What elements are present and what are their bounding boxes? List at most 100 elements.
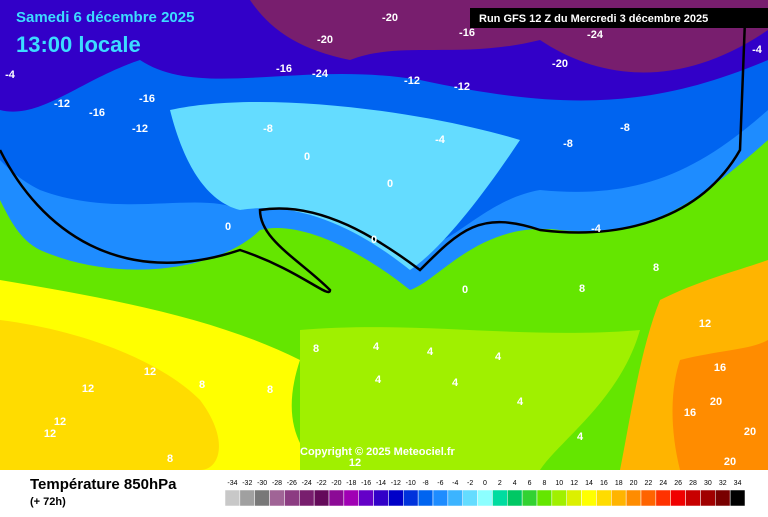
contour-label: 12 — [44, 428, 56, 440]
colorbar-swatch — [715, 489, 731, 507]
colorbar-swatch — [447, 489, 463, 507]
colorbar-tick-label: 32 — [719, 480, 727, 487]
colorbar-swatch — [729, 489, 746, 507]
contour-label: -16 — [276, 63, 292, 75]
colorbar-tick-label: 28 — [689, 480, 697, 487]
contour-label: 20 — [744, 426, 756, 438]
colorbar-tick-label: -16 — [361, 480, 371, 487]
colorbar-swatch — [611, 489, 627, 507]
colorbar-tick-label: 18 — [615, 480, 623, 487]
colorbar-swatch — [313, 489, 330, 507]
colorbar-swatch — [670, 489, 686, 507]
contour-label: 4 — [495, 351, 502, 363]
colorbar-tick-label: -2 — [467, 480, 473, 487]
contour-label: 16 — [714, 362, 726, 374]
contour-label: 4 — [373, 341, 380, 353]
footer-range: (+ 72h) — [30, 496, 66, 508]
colorbar-tick-label: 22 — [645, 480, 653, 487]
colorbar-swatch — [625, 489, 642, 507]
colorbar-tick-label: 4 — [513, 480, 517, 487]
contour-label: 8 — [199, 379, 205, 391]
colorbar-swatch — [596, 489, 612, 507]
colorbar-swatch — [685, 489, 701, 507]
colorbar-swatch — [239, 489, 255, 507]
contour-label: -20 — [382, 12, 398, 24]
colorbar-tick-label: -14 — [376, 480, 386, 487]
colorbar-swatch — [299, 489, 315, 507]
colorbar-tick-label: -24 — [302, 480, 312, 487]
colorbar-tick-label: -20 — [331, 480, 341, 487]
colorbar-swatch — [358, 489, 374, 507]
contour-label: -12 — [454, 81, 470, 93]
colorbar-swatch — [254, 489, 270, 507]
colorbar-swatch — [343, 489, 359, 507]
contour-label: -4 — [435, 134, 446, 146]
colorbar-tick-label: 10 — [555, 480, 563, 487]
colorbar-swatch — [700, 489, 716, 507]
colorbar-swatch — [432, 489, 449, 507]
contour-label: 0 — [371, 234, 377, 246]
colorbar-tick-label: 30 — [704, 480, 712, 487]
colorbar-swatch — [566, 489, 582, 507]
colorbar-swatch — [581, 489, 597, 507]
contour-label: 16 — [684, 407, 696, 419]
contour-labels: -20 -20 -16 -24 -20 -16 -24 -12 -12 -16 -12 -16 -12 -… — [5, 12, 763, 469]
colorbar-tick-label: -4 — [452, 480, 458, 487]
colorbar-swatch — [224, 489, 241, 507]
colorbar-swatch — [373, 489, 389, 507]
contour-label: -8 — [263, 123, 273, 135]
colorbar-tick-label: -6 — [437, 480, 443, 487]
contour-label: -8 — [563, 138, 573, 150]
copyright: Copyright © 2025 Meteociel.fr — [300, 446, 456, 458]
contour-label: -24 — [312, 68, 329, 80]
contour-label: 4 — [577, 431, 584, 443]
colorbar-tick-label: -18 — [346, 480, 356, 487]
colorbar-tick-label: 6 — [528, 480, 532, 487]
contour-label: 8 — [167, 453, 173, 465]
contour-label: 8 — [579, 283, 585, 295]
contour-label: -4 — [591, 223, 602, 235]
colorbar-swatch — [462, 489, 478, 507]
colorbar-swatch — [507, 489, 523, 507]
colorbar-swatch — [640, 489, 657, 507]
colorbar-tick-label: -30 — [257, 480, 267, 487]
colorbar-swatch — [655, 489, 671, 507]
contour-label: 12 — [144, 366, 156, 378]
colorbar-swatch — [521, 489, 538, 507]
contour-label: -4 — [5, 69, 16, 81]
colorbar-tick-label: 2 — [498, 480, 502, 487]
colorbar-tick-label: -32 — [242, 480, 252, 487]
colorbar-tick-label: 20 — [630, 480, 638, 487]
colorbar-swatch — [417, 489, 434, 507]
colorbar-tick-label: 34 — [734, 480, 742, 487]
contour-label: -4 — [752, 44, 763, 56]
colorbar-tick-label: -26 — [287, 480, 297, 487]
contour-label: 4 — [427, 346, 434, 358]
contour-label: -12 — [132, 123, 148, 135]
contour-label: 0 — [304, 151, 310, 163]
colorbar: -34 -32 -30 -28 -26 -24 -22 -20 -18 -16 -14 -12 -10-… — [224, 480, 746, 507]
colorbar-tick-label: 14 — [585, 480, 593, 487]
run-box — [470, 8, 768, 28]
colorbar-tick-label: -8 — [422, 480, 428, 487]
map-background — [0, 0, 768, 470]
contour-label: -16 — [459, 27, 475, 39]
colorbar-swatch — [328, 489, 345, 507]
contour-label: 12 — [699, 318, 711, 330]
contour-label: 0 — [462, 284, 468, 296]
colorbar-swatch — [269, 489, 285, 507]
footer-title: Température 850hPa — [30, 476, 177, 493]
contour-label: -12 — [54, 98, 70, 110]
colorbar-tick-label: 26 — [674, 480, 682, 487]
contour-label: 0 — [225, 221, 231, 233]
contour-label: 12 — [54, 416, 66, 428]
run-info: Run GFS 12 Z du Mercredi 3 décembre 2025 — [479, 13, 708, 25]
contour-label: -8 — [620, 122, 630, 134]
colorbar-tick-label: 8 — [542, 480, 546, 487]
map-time: 13:00 locale — [16, 32, 141, 57]
contour-label: -20 — [552, 58, 568, 70]
colorbar-swatch — [536, 489, 553, 507]
contour-label: 4 — [452, 377, 459, 389]
contour-label: 20 — [710, 396, 722, 408]
